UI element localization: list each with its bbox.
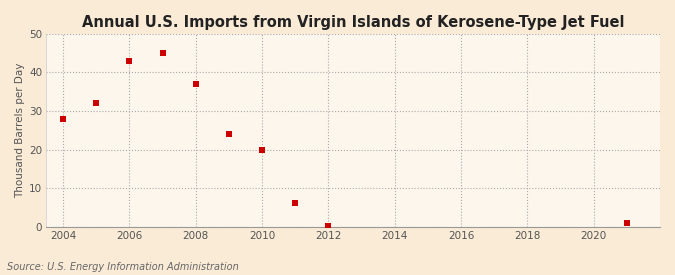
Point bbox=[622, 221, 632, 225]
Point bbox=[124, 59, 135, 63]
Point bbox=[256, 147, 267, 152]
Title: Annual U.S. Imports from Virgin Islands of Kerosene-Type Jet Fuel: Annual U.S. Imports from Virgin Islands … bbox=[82, 15, 624, 30]
Point bbox=[91, 101, 102, 106]
Y-axis label: Thousand Barrels per Day: Thousand Barrels per Day bbox=[15, 63, 25, 198]
Point bbox=[323, 224, 333, 228]
Point bbox=[157, 51, 168, 55]
Text: Source: U.S. Energy Information Administration: Source: U.S. Energy Information Administ… bbox=[7, 262, 238, 272]
Point bbox=[290, 201, 300, 206]
Point bbox=[57, 117, 68, 121]
Point bbox=[223, 132, 234, 136]
Point bbox=[190, 82, 201, 86]
